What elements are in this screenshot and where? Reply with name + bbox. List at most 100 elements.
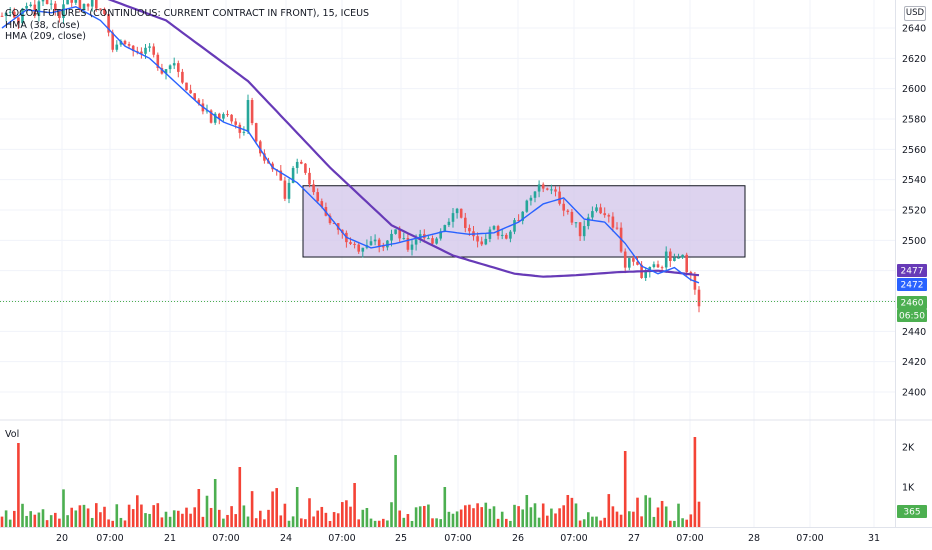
volume-bar [619, 514, 623, 527]
hma-38-legend[interactable]: HMA (38, close) [5, 19, 80, 31]
candle-body [644, 271, 647, 278]
candle-body [123, 40, 127, 45]
volume-bar [455, 511, 459, 527]
candle-body [599, 207, 602, 214]
candle-body [681, 254, 684, 258]
hma-209-legend[interactable]: HMA (209, close) [5, 31, 86, 42]
volume-bar [152, 505, 155, 527]
volume-bar [13, 510, 16, 527]
time-tick-label: 24 [280, 533, 292, 544]
candle-body [164, 69, 168, 74]
candle-body [431, 238, 434, 244]
candle-body [74, 0, 78, 3]
volume-bar [74, 510, 78, 527]
volume-bar [673, 520, 676, 527]
volume-bar [193, 507, 196, 527]
volume-bar [45, 520, 49, 527]
volume-axis[interactable]: 1K 2K [902, 443, 915, 494]
volume-bar [62, 489, 65, 527]
volume-bar [148, 513, 151, 527]
volume-bar [37, 512, 41, 527]
volume-bar [66, 515, 69, 527]
volume-bar [660, 500, 664, 527]
volume-bar [365, 507, 369, 527]
volume-bar [172, 510, 176, 527]
volume-bar [652, 516, 656, 527]
volume-legend[interactable]: Vol [5, 429, 20, 440]
volume-bar [234, 514, 237, 527]
candle-body [595, 207, 598, 212]
candle-body [349, 242, 352, 244]
candle-body [320, 201, 324, 207]
chart-legend: COCOA FUTURES (CONTINUOUS: CURRENT CONTR… [5, 8, 369, 43]
symbol-title[interactable]: COCOA FUTURES (CONTINUOUS: CURRENT CONTR… [5, 8, 370, 19]
time-tick-label: 31 [868, 533, 880, 544]
volume-bar [189, 513, 192, 527]
range-box[interactable] [302, 185, 746, 258]
candle-body [554, 189, 557, 192]
candle-body [111, 32, 114, 50]
price-tick-label: 2560 [902, 145, 926, 156]
candle-body [0, 15, 4, 17]
volume-bar [246, 516, 250, 527]
candle-body [328, 215, 332, 224]
volume-bar [636, 497, 639, 527]
candle-body [86, 4, 90, 7]
candle-body [254, 123, 258, 142]
volume-bar [373, 520, 377, 527]
volume-bar [168, 516, 172, 527]
candle-body [402, 238, 406, 240]
candle-body [144, 47, 147, 54]
candle-body [382, 246, 385, 248]
volume-bar [90, 517, 94, 527]
candle-body [54, 3, 57, 11]
volume-bar [316, 510, 319, 527]
volume-bar [500, 511, 504, 527]
volume-bar [115, 504, 119, 527]
volume-bar [484, 502, 488, 527]
volume-bar [156, 503, 160, 527]
volume-bar [533, 503, 537, 527]
candle-body [304, 163, 307, 173]
volume-bar [123, 520, 127, 527]
volume-bar [349, 506, 352, 527]
candle-body [21, 8, 24, 24]
volume-bar [54, 512, 57, 527]
volume-bar [357, 519, 360, 527]
volume-bar [443, 487, 447, 527]
volume-bar [218, 509, 221, 527]
candle-body [529, 197, 533, 201]
volume-bar [271, 491, 274, 527]
time-tick-label: 07:00 [328, 533, 355, 544]
candle-body [574, 222, 578, 224]
volume-bar [685, 519, 688, 527]
price-badge-label: 2477 [901, 267, 924, 277]
volume-bar [226, 514, 229, 527]
candle-body [390, 233, 393, 241]
volume-bar [677, 503, 680, 527]
candle-body [558, 191, 561, 204]
price-badge-label: 2460 [901, 299, 924, 309]
time-axis[interactable]: 20 07:00 21 07:00 24 07:00 25 07:00 26 07:00 27 07:… [56, 533, 880, 544]
candle-body [566, 210, 570, 212]
volume-bar [525, 495, 529, 527]
volume-bar [447, 511, 451, 527]
volume-bar [537, 517, 541, 527]
volume-bar [697, 501, 701, 527]
volume-bar [418, 506, 422, 527]
volume-bar [181, 513, 184, 527]
candle-body [115, 44, 119, 50]
currency-button[interactable]: USD [904, 6, 926, 21]
candle-body [570, 211, 574, 223]
candle-body [562, 203, 565, 211]
candle-body [8, 11, 12, 13]
candle-body [238, 124, 242, 133]
volume-bar [78, 505, 82, 527]
price-tick-label: 2640 [902, 24, 926, 35]
candle-body [377, 239, 381, 247]
price-axis[interactable]: 2400242024402460248025002520254025602580… [902, 24, 926, 399]
candle-body [414, 239, 418, 245]
candle-body [468, 227, 471, 232]
volume-bar [472, 508, 475, 527]
